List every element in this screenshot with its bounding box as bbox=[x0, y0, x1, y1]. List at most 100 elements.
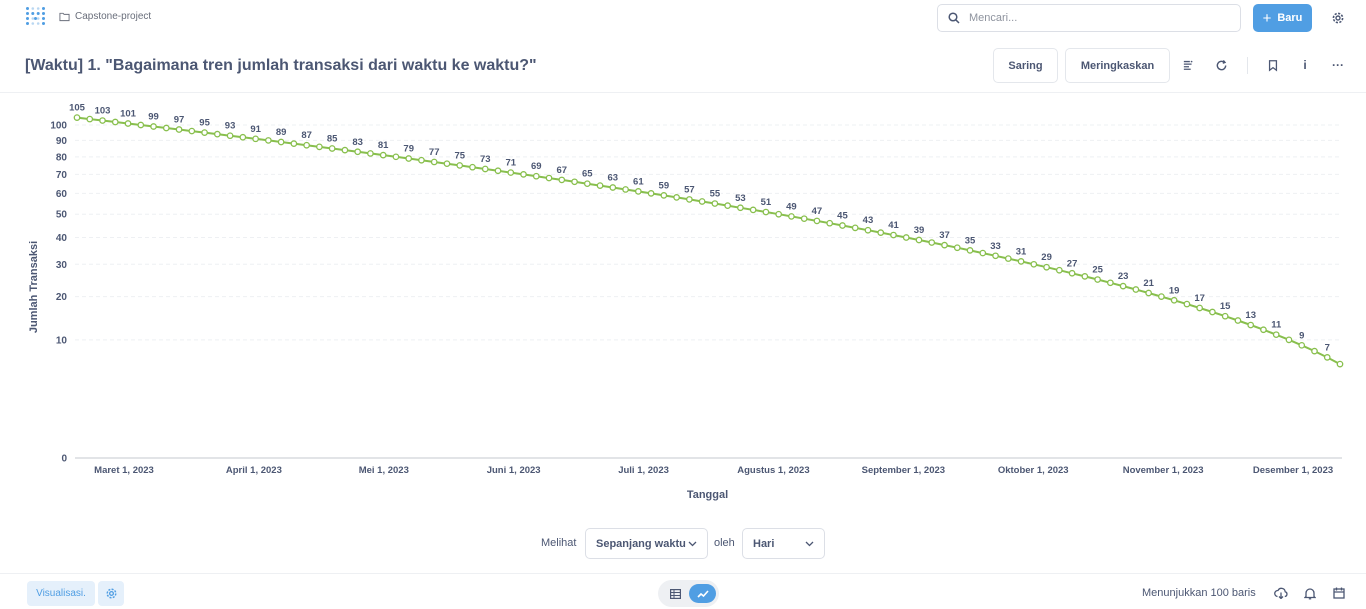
y-tick-label: 10 bbox=[56, 335, 68, 346]
collection-name[interactable]: Capstone-project bbox=[75, 11, 152, 22]
data-point bbox=[545, 174, 553, 182]
data-point bbox=[749, 206, 757, 214]
data-label: 69 bbox=[531, 161, 542, 172]
data-label: 87 bbox=[301, 130, 312, 141]
data-point bbox=[290, 140, 298, 147]
y-tick-label: 50 bbox=[56, 210, 68, 221]
gear-icon[interactable] bbox=[1331, 11, 1345, 25]
data-point bbox=[226, 132, 234, 140]
data-point bbox=[839, 222, 846, 229]
data-point bbox=[303, 141, 310, 149]
breadcrumb[interactable]: Capstone-project bbox=[59, 11, 151, 22]
new-button[interactable]: + Baru bbox=[1253, 4, 1312, 32]
data-label: 59 bbox=[659, 180, 670, 191]
plus-icon: + bbox=[1262, 9, 1272, 27]
data-point bbox=[265, 137, 272, 144]
data-label: 37 bbox=[939, 230, 950, 241]
data-point bbox=[1298, 341, 1306, 349]
table-icon[interactable] bbox=[667, 586, 683, 601]
data-point bbox=[124, 120, 132, 127]
data-point bbox=[826, 219, 834, 227]
time-range-value: Sepanjang waktu bbox=[596, 537, 686, 550]
data-label: 51 bbox=[761, 197, 772, 208]
data-point bbox=[213, 130, 221, 138]
x-axis-title: Tanggal bbox=[687, 489, 728, 501]
bookmark-icon[interactable] bbox=[1266, 58, 1280, 72]
data-label: 21 bbox=[1143, 278, 1154, 289]
data-point bbox=[698, 198, 706, 205]
data-point bbox=[443, 160, 451, 168]
row-count: Menunjukkan 100 baris bbox=[1142, 587, 1256, 599]
summarize-button[interactable]: Meringkaskan bbox=[1065, 48, 1170, 83]
viz-settings-button[interactable] bbox=[98, 581, 124, 606]
time-range-select[interactable]: Sepanjang waktu bbox=[585, 528, 708, 559]
data-point bbox=[1234, 317, 1242, 324]
data-point bbox=[890, 231, 897, 239]
data-point bbox=[877, 229, 885, 236]
more-icon[interactable]: ··· bbox=[1332, 58, 1344, 72]
visualization-button[interactable]: Visualisasi. bbox=[27, 581, 95, 606]
data-point bbox=[99, 117, 106, 124]
question-header: [Waktu] 1. "Bagaimana tren jumlah transa… bbox=[0, 38, 1366, 93]
data-label: 33 bbox=[990, 241, 1001, 252]
data-point bbox=[341, 146, 349, 154]
metabase-logo-icon[interactable] bbox=[25, 6, 46, 27]
x-tick-label: Mei 1, 2023 bbox=[359, 465, 409, 476]
x-tick-label: September 1, 2023 bbox=[862, 465, 945, 476]
data-point bbox=[1119, 282, 1127, 290]
data-label: 45 bbox=[837, 211, 848, 222]
y-tick-label: 80 bbox=[56, 152, 68, 163]
data-point bbox=[188, 127, 196, 135]
data-point bbox=[609, 184, 617, 191]
data-point bbox=[1183, 300, 1191, 308]
data-point bbox=[1068, 269, 1076, 277]
line-chart-icon[interactable] bbox=[689, 584, 716, 603]
data-label: 25 bbox=[1092, 265, 1103, 276]
data-point bbox=[430, 158, 438, 166]
x-tick-label: Maret 1, 2023 bbox=[94, 465, 154, 476]
search-placeholder: Mencari... bbox=[969, 12, 1018, 24]
y-tick-label: 90 bbox=[56, 136, 68, 147]
search-input[interactable]: Mencari... bbox=[937, 4, 1241, 32]
data-point bbox=[1221, 312, 1229, 320]
data-point bbox=[1336, 360, 1344, 368]
bell-icon[interactable] bbox=[1303, 586, 1317, 600]
chevron-down-icon bbox=[688, 538, 697, 550]
info-icon[interactable]: i bbox=[1303, 58, 1307, 72]
data-label: 75 bbox=[454, 150, 465, 161]
data-label: 9 bbox=[1299, 330, 1304, 341]
data-point bbox=[788, 213, 795, 220]
data-label: 85 bbox=[327, 133, 338, 144]
data-label: 83 bbox=[352, 137, 363, 148]
data-label: 57 bbox=[684, 184, 695, 195]
calendar-icon[interactable] bbox=[1332, 586, 1346, 600]
data-point bbox=[354, 148, 362, 156]
data-point bbox=[979, 249, 987, 257]
filter-button[interactable]: Saring bbox=[993, 48, 1058, 83]
download-icon[interactable] bbox=[1274, 586, 1288, 600]
data-point bbox=[1170, 296, 1178, 304]
data-point bbox=[596, 182, 604, 189]
refresh-icon[interactable] bbox=[1214, 58, 1228, 72]
data-point bbox=[1285, 336, 1293, 344]
notebook-editor-icon[interactable] bbox=[1182, 58, 1196, 72]
data-point bbox=[864, 226, 872, 234]
data-point bbox=[622, 186, 629, 193]
data-label: 89 bbox=[276, 127, 287, 138]
data-point bbox=[813, 217, 821, 225]
data-point bbox=[928, 239, 936, 246]
view-toggle[interactable] bbox=[658, 580, 719, 607]
data-point bbox=[456, 162, 464, 169]
data-label: 29 bbox=[1041, 252, 1052, 263]
x-tick-label: Juli 1, 2023 bbox=[618, 465, 669, 476]
data-point bbox=[1055, 266, 1063, 274]
data-label: 13 bbox=[1245, 310, 1256, 321]
data-point bbox=[647, 190, 655, 197]
data-point bbox=[405, 155, 413, 162]
data-label: 61 bbox=[633, 176, 644, 187]
data-point bbox=[1043, 263, 1050, 271]
data-point bbox=[137, 121, 145, 129]
time-unit-select[interactable]: Hari bbox=[742, 528, 825, 559]
data-point bbox=[162, 124, 170, 132]
divider bbox=[1247, 57, 1248, 74]
